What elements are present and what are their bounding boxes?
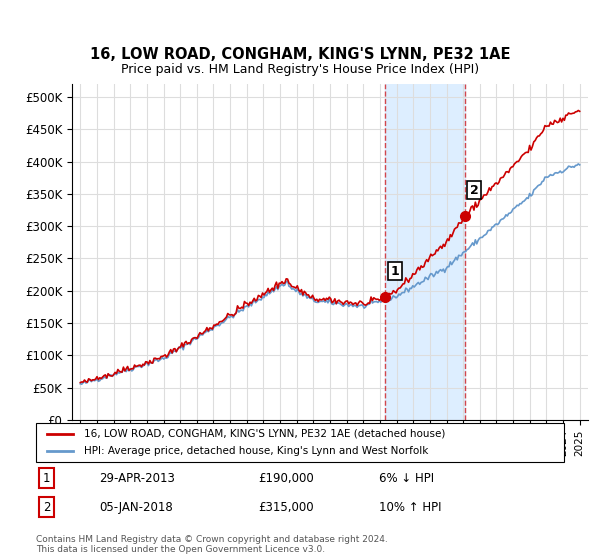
Text: 1: 1 [391, 265, 399, 278]
Text: 29-APR-2013: 29-APR-2013 [100, 472, 175, 484]
Bar [385, 84, 464, 420]
Text: Price paid vs. HM Land Registry's House Price Index (HPI): Price paid vs. HM Land Registry's House … [121, 63, 479, 76]
Text: 16, LOW ROAD, CONGHAM, KING'S LYNN, PE32 1AE (detached house): 16, LOW ROAD, CONGHAM, KING'S LYNN, PE32… [83, 429, 445, 439]
FancyBboxPatch shape [36, 423, 564, 462]
Text: £315,000: £315,000 [258, 501, 313, 514]
Text: Contains HM Land Registry data © Crown copyright and database right 2024.
This d: Contains HM Land Registry data © Crown c… [36, 535, 388, 554]
Text: 05-JAN-2018: 05-JAN-2018 [100, 501, 173, 514]
Text: 16, LOW ROAD, CONGHAM, KING'S LYNN, PE32 1AE: 16, LOW ROAD, CONGHAM, KING'S LYNN, PE32… [90, 46, 510, 62]
Text: 10% ↑ HPI: 10% ↑ HPI [379, 501, 442, 514]
Text: £190,000: £190,000 [258, 472, 314, 484]
Text: HPI: Average price, detached house, King's Lynn and West Norfolk: HPI: Average price, detached house, King… [83, 446, 428, 456]
Text: 6% ↓ HPI: 6% ↓ HPI [379, 472, 434, 484]
Text: 2: 2 [43, 501, 50, 514]
Text: 2: 2 [470, 184, 478, 197]
Text: 1: 1 [43, 472, 50, 484]
